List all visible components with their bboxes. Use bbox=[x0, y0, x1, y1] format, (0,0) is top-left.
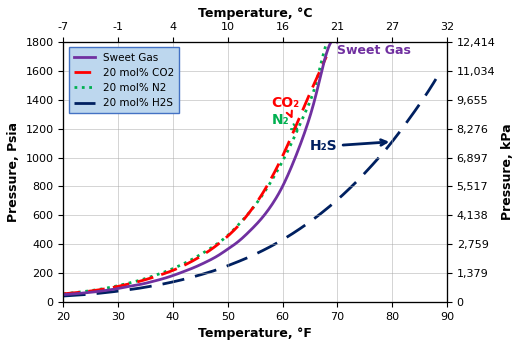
Text: N₂: N₂ bbox=[271, 113, 297, 129]
Text: H₂S: H₂S bbox=[310, 139, 386, 153]
X-axis label: Temperature, °F: Temperature, °F bbox=[198, 327, 312, 340]
X-axis label: Temperature, °C: Temperature, °C bbox=[198, 7, 313, 20]
Y-axis label: Pressure, Psia: Pressure, Psia bbox=[7, 122, 20, 222]
Text: CO₂: CO₂ bbox=[271, 96, 300, 117]
Legend: Sweet Gas, 20 mol% CO2, 20 mol% N2, 20 mol% H2S: Sweet Gas, 20 mol% CO2, 20 mol% N2, 20 m… bbox=[69, 48, 179, 113]
Text: Sweet Gas: Sweet Gas bbox=[337, 44, 411, 57]
Y-axis label: Pressure, kPa: Pressure, kPa bbox=[501, 124, 514, 220]
